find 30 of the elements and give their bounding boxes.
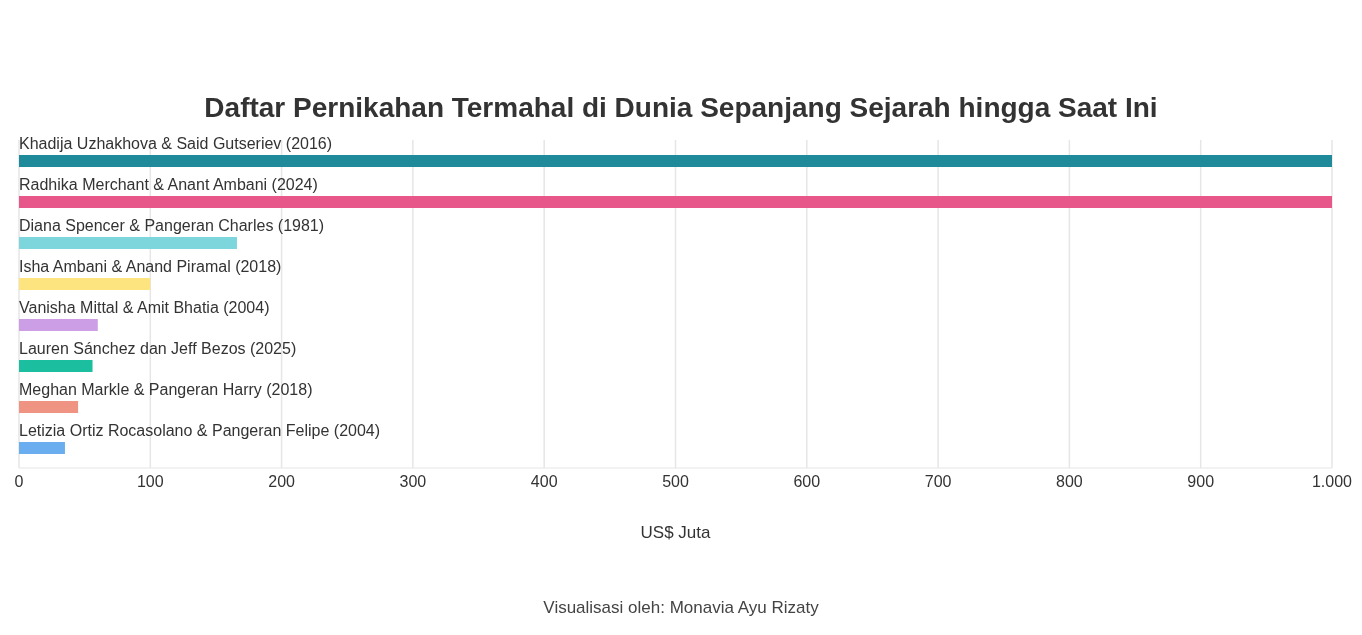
x-tick-label: 200 bbox=[268, 473, 296, 491]
x-tick-label: 600 bbox=[793, 473, 821, 491]
y-tick-label: Khadija Uzhakhova & Said Gutseriev (2016) bbox=[19, 134, 333, 152]
bar bbox=[19, 442, 65, 454]
x-axis-title: US$ Juta bbox=[640, 523, 711, 542]
x-tick-label: 500 bbox=[662, 473, 689, 491]
y-tick-label: Meghan Markle & Pangeran Harry (2018) bbox=[19, 380, 313, 398]
x-tick-label: 400 bbox=[530, 473, 558, 491]
x-tick-label: 800 bbox=[1056, 473, 1083, 491]
x-tick-label: 700 bbox=[924, 473, 952, 491]
bar bbox=[19, 278, 151, 290]
y-tick-label: Radhika Merchant & Anant Ambani (2024) bbox=[19, 175, 318, 193]
y-tick-label: Vanisha Mittal & Amit Bhatia (2004) bbox=[19, 298, 270, 316]
x-tick-label: 100 bbox=[136, 473, 164, 491]
bar bbox=[19, 360, 93, 372]
bar bbox=[19, 319, 98, 331]
bar bbox=[19, 155, 1332, 167]
x-tick-label: 900 bbox=[1187, 473, 1215, 491]
bar bbox=[19, 196, 1332, 208]
text: Visualisasi oleh: Monavia Ayu Rizaty bbox=[542, 597, 820, 619]
y-tick-label: Letizia Ortiz Rocasolano & Pangeran Felipe (2004) bbox=[19, 421, 381, 439]
chart-title: Daftar Pernikahan Termahal di Dunia Sepanjang Sejarah hingga Saat Ini bbox=[204, 92, 1158, 125]
bar bbox=[19, 237, 237, 249]
bar bbox=[19, 401, 79, 413]
x-tick-label: 0 bbox=[14, 473, 24, 491]
y-tick-label: Diana Spencer & Pangeran Charles (1981) bbox=[19, 216, 325, 234]
x-tick-label: 1.000 bbox=[1311, 473, 1353, 491]
y-tick-label: Isha Ambani & Anand Piramal (2018) bbox=[19, 257, 282, 275]
y-tick-label: Lauren Sánchez dan Jeff Bezos (2025) bbox=[19, 339, 297, 357]
x-tick-label: 300 bbox=[399, 473, 427, 491]
